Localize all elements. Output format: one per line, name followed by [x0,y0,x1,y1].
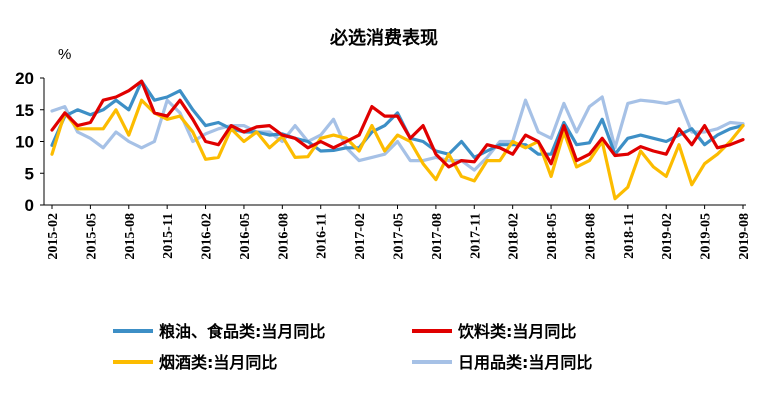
legend-item-tobacco-alcohol: 烟酒类:当月同比 [113,353,277,372]
x-tick-label: 2017-11 [468,213,483,259]
y-tick-label: 20 [15,69,34,88]
legend-item-beverages: 饮料类:当月同比 [412,322,576,341]
series-line-beverages [50,79,745,169]
series-line-daily-necessities [50,95,745,172]
x-tick-label: 2019-08 [737,213,752,260]
x-tick-label: 2015-08 [123,213,138,260]
x-tick-label: 2019-05 [699,213,714,260]
legend: 粮油、食品类:当月同比 饮料类:当月同比 烟酒类:当月同比 日用品类:当月同比 [113,322,592,372]
x-tick-label: 2016-05 [238,213,253,260]
legend-item-daily-necessities: 日用品类:当月同比 [412,353,592,372]
legend-item-grain-oil-food: 粮油、食品类:当月同比 [113,322,325,341]
x-tick-label: 2015-11 [161,213,176,259]
x-tick-label: 2018-05 [545,213,560,260]
x-tick-label: 2017-08 [430,213,445,260]
x-tick-label: 2017-02 [353,213,368,260]
x-tick-label: 2018-02 [507,213,522,260]
x-tick-label: 2019-02 [660,213,675,260]
x-tick-label: 2016-08 [276,213,291,260]
x-axis-ticks: 2015-02 2015-05 2015-08 2015-11 2016-02 2016-… [46,205,752,260]
series-lines [50,79,745,201]
legend-label-beverages: 饮料类:当月同比 [457,322,576,341]
series-line-grain-oil-food [50,79,745,159]
y-tick-label: 15 [15,101,34,120]
x-tick-label: 2015-05 [84,213,99,260]
x-tick-label: 2018-11 [622,213,637,259]
y-axis-ticks: 0 5 10 15 20 [15,69,44,215]
x-tick-label: 2017-05 [392,213,407,260]
legend-label-daily-necessities: 日用品类:当月同比 [458,353,592,372]
series-line-tobacco-alcohol [50,98,745,201]
chart-title: 必选消费表现 [329,27,438,49]
y-axis-unit-label: % [58,46,71,63]
legend-label-tobacco-alcohol: 烟酒类:当月同比 [159,353,277,372]
x-tick-label: 2018-08 [583,213,598,260]
y-tick-label: 5 [25,164,34,183]
x-tick-label: 2016-02 [200,213,215,260]
legend-label-grain-oil-food: 粮油、食品类:当月同比 [159,322,325,341]
x-tick-label: 2016-11 [315,213,330,259]
x-tick-label: 2015-02 [46,213,61,260]
y-tick-label: 10 [15,133,34,152]
y-tick-label: 0 [25,196,34,215]
